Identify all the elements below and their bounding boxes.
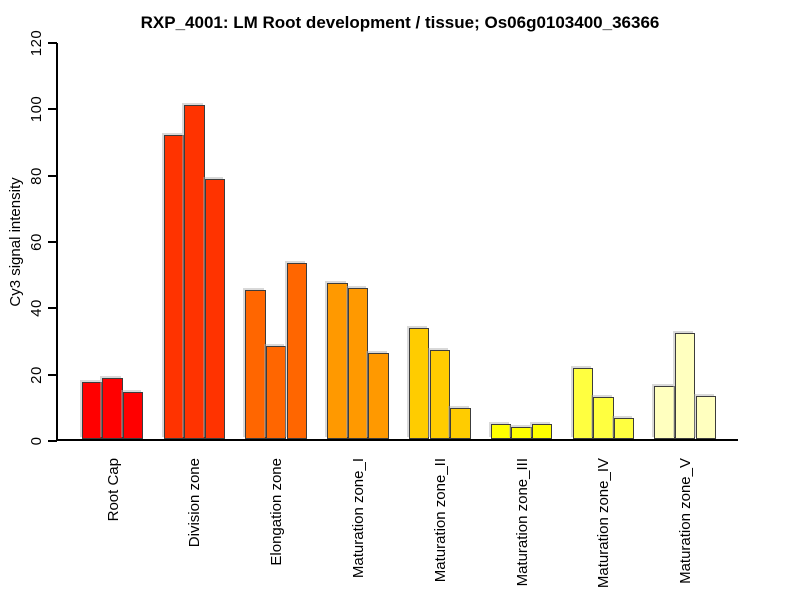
y-tick-label: 20 — [28, 365, 45, 384]
bar-maturation-zone-iii-1 — [490, 423, 512, 439]
x-category-label: Maturation zone_IV — [595, 458, 613, 589]
bar-division-zone-2 — [184, 105, 205, 439]
y-tick-mark — [48, 241, 57, 243]
y-tick-label: 80 — [28, 166, 45, 185]
plot-area — [56, 43, 738, 441]
y-tick-label: 60 — [28, 233, 45, 251]
bar-maturation-zone-ii-2 — [429, 349, 451, 439]
y-tick-label: 120 — [28, 29, 45, 57]
y-axis-title: Cy3 signal intensity — [7, 177, 24, 307]
bar-elongation-zone-3 — [286, 262, 308, 439]
bar-maturation-zone-v-2 — [674, 332, 696, 439]
bar-elongation-zone-1 — [245, 290, 266, 439]
bar-maturation-zone-iii-2 — [511, 426, 532, 439]
bar-maturation-zone-iii-3 — [531, 423, 553, 439]
bar-maturation-zone-v-3 — [695, 395, 717, 439]
bar-root-cap-3 — [122, 392, 144, 439]
bar-maturation-zone-ii-3 — [450, 408, 471, 439]
y-tick-mark — [48, 108, 57, 111]
x-category-label: Maturation zone_II — [431, 458, 449, 583]
bar-maturation-zone-iv-2 — [593, 397, 614, 439]
bar-maturation-zone-iv-3 — [613, 418, 635, 439]
bar-maturation-zone-v-1 — [654, 385, 675, 439]
y-tick-mark — [48, 174, 57, 177]
y-tick-mark — [48, 373, 57, 376]
y-tick-mark — [48, 307, 57, 310]
bar-division-zone-3 — [204, 178, 226, 439]
bar-maturation-zone-i-1 — [327, 283, 348, 439]
x-category-label: Maturation zone_I — [350, 458, 367, 579]
x-category-label: Maturation zone_V — [677, 458, 695, 584]
bar-maturation-zone-iv-1 — [572, 367, 594, 439]
x-category-label: Division zone — [186, 458, 204, 548]
x-category-label: Elongation zone — [268, 458, 286, 566]
y-tick-label: 0 — [28, 436, 45, 446]
bar-division-zone-1 — [163, 134, 185, 439]
bar-maturation-zone-i-3 — [368, 352, 389, 439]
y-tick-label: 40 — [28, 299, 45, 318]
chart-title: RXP_4001: LM Root development / tissue; … — [140, 13, 660, 32]
bar-root-cap-2 — [102, 377, 123, 439]
bar-maturation-zone-ii-1 — [408, 327, 430, 439]
x-category-label: Maturation zone_III — [513, 458, 531, 587]
x-category-label: Root Cap — [104, 458, 122, 522]
y-tick-mark — [48, 42, 57, 44]
bar-maturation-zone-i-2 — [347, 287, 369, 439]
bar-elongation-zone-2 — [265, 345, 287, 439]
bar-root-cap-1 — [81, 381, 103, 439]
y-tick-mark — [48, 440, 57, 442]
y-tick-label: 100 — [28, 96, 45, 123]
